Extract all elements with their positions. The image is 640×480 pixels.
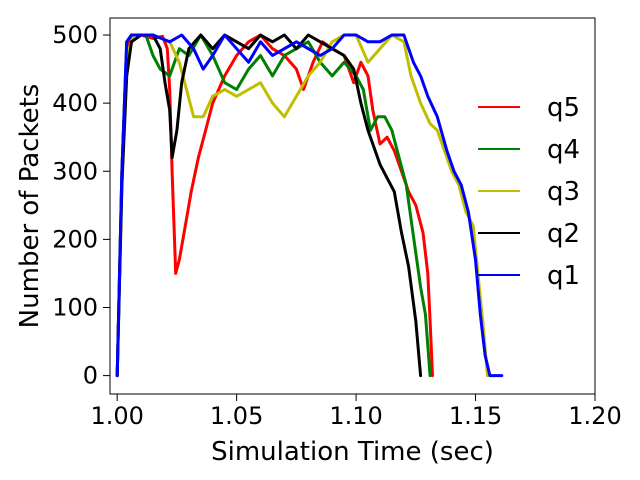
x-axis: 1.00 1.05 1.10 1.15 1.20 [90,394,622,430]
y-tick-label: 400 [52,89,98,117]
legend-label: q1 [547,261,580,291]
series-line-q3 [115,33,489,378]
series-line-q5 [115,33,434,378]
legend-item-q1: q1 [478,261,580,291]
series-line-q4 [115,33,432,378]
legend-label: q4 [547,135,580,165]
y-tick-label: 0 [83,362,98,390]
legend-label: q3 [547,177,580,207]
legend: q5 q4 q3 q2 q1 [478,93,580,291]
y-axis-label: Number of Packets [15,84,45,329]
x-tick-label: 1.20 [568,402,621,430]
plot-lines [115,33,504,378]
series-line-q2 [115,33,423,378]
x-axis-label: Simulation Time (sec) [211,437,494,467]
x-tick-label: 1.15 [449,402,502,430]
y-axis: 0 100 200 300 400 500 [52,21,110,390]
legend-item-q4: q4 [478,135,580,165]
x-tick-label: 1.00 [90,402,143,430]
y-tick-label: 500 [52,21,98,49]
legend-item-q3: q3 [478,177,580,207]
series-line-q1 [115,33,504,378]
legend-label: q5 [547,93,580,123]
y-tick-label: 100 [52,293,98,321]
legend-item-q2: q2 [478,219,580,249]
legend-item-q5: q5 [478,93,580,123]
y-tick-label: 300 [52,157,98,185]
x-tick-label: 1.10 [329,402,382,430]
legend-label: q2 [547,219,580,249]
y-tick-label: 200 [52,225,98,253]
plot-frame [109,17,596,395]
x-tick-label: 1.05 [210,402,263,430]
